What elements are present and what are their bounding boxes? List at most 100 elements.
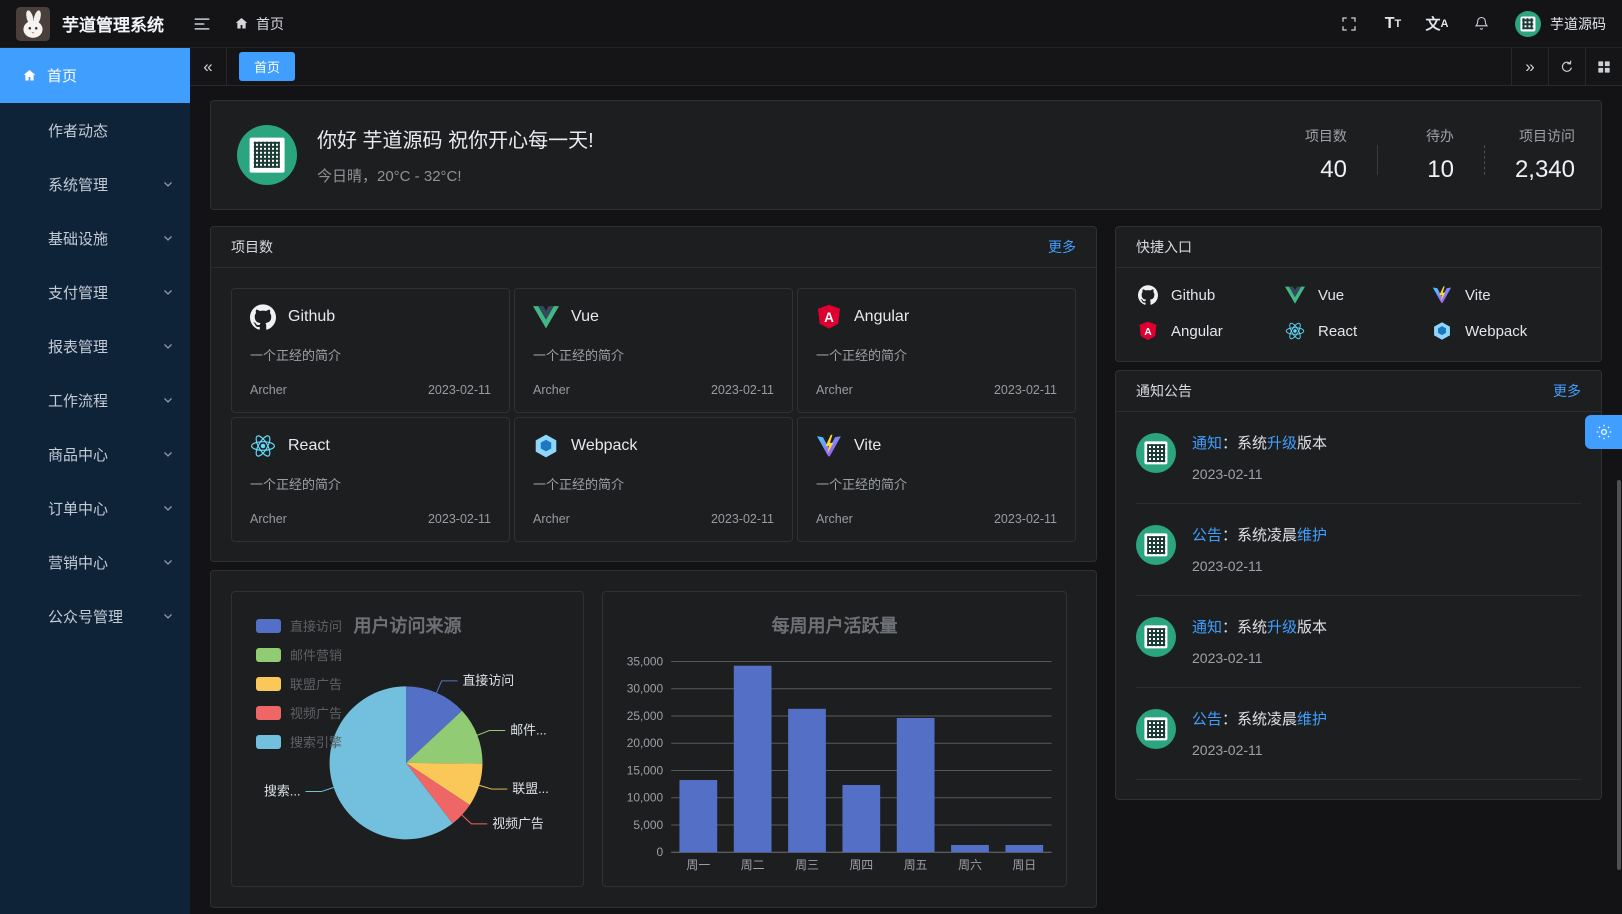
notice-item[interactable]: 公告：系统凌晨维护 2023-02-11 — [1136, 504, 1581, 596]
x-tick-label: 周日 — [1012, 858, 1036, 872]
fullscreen-icon[interactable] — [1339, 14, 1359, 34]
legend-item-搜索引擎[interactable]: 搜索引擎 — [256, 732, 342, 751]
sidebar-item-mp[interactable]: 公众号管理 — [0, 589, 190, 643]
x-tick-label: 周二 — [741, 858, 765, 872]
y-tick-label: 25,000 — [627, 709, 664, 723]
legend-item-直接访问[interactable]: 直接访问 — [256, 616, 342, 635]
notice-item[interactable]: 通知：系统升级版本 2023-02-11 — [1136, 412, 1581, 504]
welcome-card: 你好 芋道源码 祝你开心每一天! 今日晴，20°C - 32°C! 项目数 40 待… — [210, 100, 1602, 210]
legend-item-联盟广告[interactable]: 联盟广告 — [256, 674, 342, 693]
stat-value: 2,340 — [1514, 156, 1575, 183]
x-tick-label: 周一 — [686, 858, 710, 872]
x-tick-label: 周六 — [958, 858, 982, 872]
user-avatar — [1515, 10, 1541, 37]
y-tick-label: 35,000 — [627, 655, 664, 669]
pie-chart: 直接访问邮件...联盟...视频广告搜索... — [264, 673, 549, 840]
pie-slice-联盟广告[interactable] — [406, 762, 483, 806]
notices-more-link[interactable]: 更多 — [1553, 383, 1581, 399]
pie-slice-邮件营销[interactable] — [406, 710, 483, 764]
collapse-sidebar-icon[interactable]: « — [190, 48, 227, 85]
home-icon — [22, 68, 37, 83]
project-desc: 一个正经的简介 — [533, 348, 625, 363]
legend-item-视频广告[interactable]: 视频广告 — [256, 703, 342, 722]
breadcrumb[interactable]: 首页 — [234, 14, 284, 34]
sidebar-item-author[interactable]: 作者动态 — [0, 103, 190, 157]
angular-icon: A — [816, 304, 842, 330]
sidebar-item-report[interactable]: 报表管理 — [0, 319, 190, 373]
tab-home[interactable]: 首页 — [239, 52, 296, 81]
grid-layout-icon[interactable] — [1585, 48, 1622, 85]
bar-周三[interactable] — [788, 708, 826, 853]
legend-label: 邮件营销 — [290, 648, 343, 663]
sidebar-item-product[interactable]: 商品中心 — [0, 427, 190, 481]
legend-swatch — [256, 618, 281, 633]
x-tick-label: 周四 — [849, 858, 873, 872]
project-card-vue[interactable]: Vue 一个正经的简介 Archer 2023-02-11 — [514, 288, 793, 413]
project-card-header: Github — [250, 304, 491, 330]
notice-item[interactable]: 通知：系统升级版本 2023-02-11 — [1136, 596, 1581, 688]
user-menu[interactable]: 芋道源码 — [1515, 10, 1606, 37]
notice-qr-avatar — [1136, 525, 1176, 565]
x-tick-label: 周五 — [904, 858, 928, 872]
notice-item[interactable]: 公告：系统凌晨维护 2023-02-11 — [1136, 688, 1581, 780]
bar-周一[interactable] — [679, 780, 718, 853]
bar-周日[interactable] — [1005, 844, 1044, 853]
sidebar-item-infra[interactable]: 基础设施 — [0, 211, 190, 265]
shortcut-react[interactable]: React — [1285, 321, 1432, 341]
notice-date: 2023-02-11 — [1192, 466, 1263, 482]
project-name: React — [288, 437, 330, 454]
pie-label-line — [436, 680, 458, 693]
sidebar-item-marketing[interactable]: 营销中心 — [0, 535, 190, 589]
stat-项目数: 项目数 40 — [1301, 126, 1347, 184]
settings-fab[interactable] — [1585, 415, 1622, 449]
bar-周五[interactable] — [896, 717, 935, 853]
sidebar-item-system[interactable]: 系统管理 — [0, 157, 190, 211]
sidebar-item-label: 工作流程 — [48, 392, 109, 410]
home-icon — [234, 16, 249, 31]
bar-周六[interactable] — [951, 844, 989, 853]
expand-icon[interactable]: » — [1511, 48, 1548, 85]
pie-slice-直接访问[interactable] — [406, 686, 463, 763]
project-card-webpack[interactable]: Webpack 一个正经的简介 Archer 2023-02-11 — [514, 417, 793, 542]
project-footer: Archer 2023-02-11 — [250, 512, 491, 526]
chevron-down-icon — [162, 556, 174, 568]
projects-card: 项目数 更多 Github 一个正经的简介 Archer 2023-02-11 Vue 一… — [210, 226, 1097, 562]
project-card-react[interactable]: React 一个正经的简介 Archer 2023-02-11 — [231, 417, 510, 542]
shortcut-vite[interactable]: Vite — [1432, 285, 1579, 305]
shortcut-vue[interactable]: Vue — [1285, 285, 1432, 305]
shortcut-github[interactable]: Github — [1138, 285, 1285, 305]
project-card-github[interactable]: Github 一个正经的简介 Archer 2023-02-11 — [231, 288, 510, 413]
legend-item-邮件营销[interactable]: 邮件营销 — [256, 645, 342, 664]
sidebar-item-workflow[interactable]: 工作流程 — [0, 373, 190, 427]
welcome-text: 你好 芋道源码 祝你开心每一天! 今日晴，20°C - 32°C! — [317, 124, 594, 186]
notice-date: 2023-02-11 — [1192, 742, 1263, 758]
pie-slice-搜索引擎[interactable] — [329, 686, 453, 840]
projects-more-link[interactable]: 更多 — [1048, 239, 1076, 255]
project-card-angular[interactable]: A Angular 一个正经的简介 Archer 2023-02-11 — [797, 288, 1076, 413]
vue-icon — [533, 304, 559, 330]
projects-card-header: 项目数 更多 — [211, 227, 1096, 268]
project-card-vite[interactable]: Vite 一个正经的简介 Archer 2023-02-11 — [797, 417, 1076, 542]
chevron-down-icon — [162, 448, 174, 460]
sidebar-item-order[interactable]: 订单中心 — [0, 481, 190, 535]
bar-周四[interactable] — [842, 784, 881, 853]
page-scrollbar-thumb[interactable] — [1617, 480, 1621, 870]
refresh-icon[interactable] — [1548, 48, 1585, 85]
shortcut-angular[interactable]: A Angular — [1138, 321, 1285, 341]
sidebar-item-pay[interactable]: 支付管理 — [0, 265, 190, 319]
bar-周二[interactable] — [733, 665, 772, 853]
project-card-header: Vite — [816, 433, 1057, 459]
bell-icon[interactable] — [1471, 14, 1491, 34]
project-desc: 一个正经的简介 — [250, 348, 342, 363]
svg-text:A: A — [824, 310, 834, 325]
chevron-down-icon — [162, 178, 174, 190]
project-author: Archer — [816, 383, 853, 397]
sidebar-item-home[interactable]: 首页 — [0, 48, 190, 103]
pie-slice-视频广告[interactable] — [406, 762, 470, 824]
shortcut-webpack[interactable]: Webpack — [1432, 321, 1579, 341]
menu-fold-icon[interactable] — [192, 14, 212, 34]
project-date: 2023-02-11 — [710, 383, 774, 397]
